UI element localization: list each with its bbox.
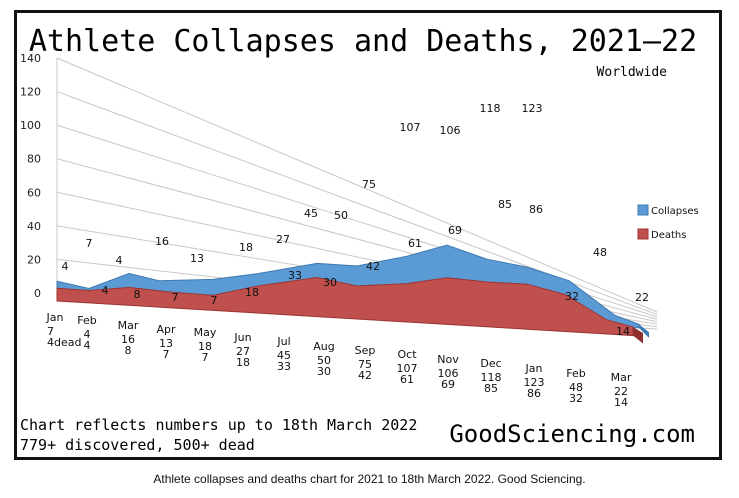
y-tick-label: 20	[27, 253, 41, 266]
x-tick-label: Oct	[397, 348, 417, 361]
x-tick-deaths-value: 8	[125, 344, 132, 357]
legend-swatch-deaths	[637, 228, 649, 240]
collapses-data-label: 27	[276, 233, 290, 246]
figure-caption: Athlete collapses and deaths chart for 2…	[153, 472, 586, 486]
x-tick-label: Dec	[480, 357, 501, 370]
collapses-data-label: 7	[86, 237, 93, 250]
x-tick-collapses-value: 45	[277, 349, 291, 362]
chart-subtitle: Worldwide	[597, 65, 668, 80]
x-tick-deaths-value: 14	[614, 396, 628, 409]
x-tick-label: Feb	[566, 367, 585, 380]
legend-swatch-collapses	[637, 204, 649, 216]
x-tick-collapses-value: 4	[84, 328, 91, 341]
x-tick-label: Apr	[156, 323, 176, 336]
collapses-data-label: 50	[334, 209, 348, 222]
x-tick-deaths-value: 30	[317, 365, 331, 378]
collapses-data-label: 118	[480, 102, 501, 115]
collapses-data-label: 48	[593, 246, 607, 259]
deaths-area	[56, 276, 634, 337]
y-tick-label: 100	[20, 119, 41, 132]
x-tick-collapses-value: 50	[317, 354, 331, 367]
deaths-data-label: 7	[172, 291, 179, 304]
collapses-data-label: 4	[62, 260, 69, 273]
x-tick-collapses-value: 16	[121, 333, 135, 346]
footnote-date: Chart reflects numbers up to 18th March …	[20, 416, 417, 434]
deaths-data-label: 69	[448, 224, 462, 237]
deaths-data-label: 86	[529, 203, 543, 216]
y-tick-label: 80	[27, 153, 41, 166]
x-tick-collapses-value: 75	[358, 358, 372, 371]
x-tick-collapses-value: 22	[614, 385, 628, 398]
x-tick-deaths-value: 7	[202, 351, 209, 364]
x-tick-label: Jan	[525, 362, 543, 375]
deaths-data-label: 14	[616, 325, 630, 338]
collapses-data-label: 16	[155, 235, 169, 248]
deaths-data-label: 85	[498, 198, 512, 211]
x-tick-collapses-value: 27	[236, 345, 250, 358]
deaths-data-label: 42	[366, 260, 380, 273]
y-tick-label: 0	[34, 287, 41, 300]
deaths-data-label: 8	[134, 288, 141, 301]
deaths-data-label: 32	[565, 290, 579, 303]
x-tick-collapses-value: 13	[159, 337, 173, 350]
deaths-data-label: 30	[323, 276, 337, 289]
x-tick-label: Jul	[276, 335, 290, 348]
x-tick-deaths-value: 42	[358, 369, 372, 382]
collapses-data-label: 13	[190, 252, 204, 265]
x-tick-deaths-value: 4dead	[47, 336, 81, 349]
deaths-data-label: 61	[408, 237, 422, 250]
x-tick-label: Jun	[233, 331, 251, 344]
collapses-data-label: 22	[635, 291, 649, 304]
collapses-data-label: 18	[239, 241, 253, 254]
x-tick-deaths-value: 86	[527, 387, 541, 400]
y-tick-label: 40	[27, 220, 41, 233]
x-tick-deaths-value: 61	[400, 373, 414, 386]
x-tick-collapses-value: 123	[524, 376, 545, 389]
legend-label-deaths: Deaths	[651, 230, 686, 241]
chart-title: Athlete Collapses and Deaths, 2021—22	[29, 24, 697, 59]
collapses-data-label: 123	[522, 102, 543, 115]
x-tick-collapses-value: 7	[47, 325, 54, 338]
collapses-data-label: 45	[304, 207, 318, 220]
brand-name: GoodSciencing.com	[449, 420, 695, 448]
x-tick-deaths-value: 85	[484, 382, 498, 395]
x-tick-deaths-value: 18	[236, 356, 250, 369]
x-tick-label: Feb	[77, 314, 96, 327]
x-tick-label: Mar	[611, 371, 632, 384]
x-tick-deaths-value: 69	[441, 378, 455, 391]
x-tick-deaths-value: 33	[277, 360, 291, 373]
deaths-data-label: 7	[211, 294, 218, 307]
collapses-data-label: 4	[116, 254, 123, 267]
x-tick-collapses-value: 18	[198, 340, 212, 353]
deaths-data-label: 4	[102, 284, 109, 297]
x-tick-label: Aug	[313, 340, 334, 353]
collapses-area-side	[639, 324, 649, 338]
x-tick-label: Sep	[355, 344, 376, 357]
x-tick-deaths-value: 32	[569, 392, 583, 405]
gridline	[56, 57, 658, 313]
y-tick-label: 140	[20, 52, 41, 65]
chart-frame: 0 20 40 60 80 100 120 140 4 7 4 16 13 18 27 45 50 75 107 10…	[14, 10, 722, 460]
x-tick-collapses-value: 48	[569, 381, 583, 394]
deaths-data-label: 33	[288, 269, 302, 282]
x-tick-label: Mar	[118, 319, 139, 332]
y-tick-label: 60	[27, 186, 41, 199]
deaths-data-label: 18	[245, 286, 259, 299]
x-tick-collapses-value: 107	[397, 362, 418, 375]
x-tick-label: Nov	[437, 353, 459, 366]
y-tick-label: 120	[20, 86, 41, 99]
x-tick-label: Jan	[46, 311, 64, 324]
collapses-data-label: 75	[362, 178, 376, 191]
collapses-data-label: 106	[440, 124, 461, 137]
x-tick-deaths-value: 4	[84, 339, 91, 352]
deaths-area-side	[633, 326, 643, 344]
x-tick-collapses-value: 106	[438, 367, 459, 380]
x-tick-deaths-value: 7	[163, 348, 170, 361]
x-tick-collapses-value: 118	[481, 371, 502, 384]
footnote-totals: 779+ discovered, 500+ dead	[20, 436, 255, 454]
collapses-data-label: 107	[400, 121, 421, 134]
x-tick-label: May	[194, 326, 217, 339]
legend-label-collapses: Collapses	[651, 206, 699, 217]
